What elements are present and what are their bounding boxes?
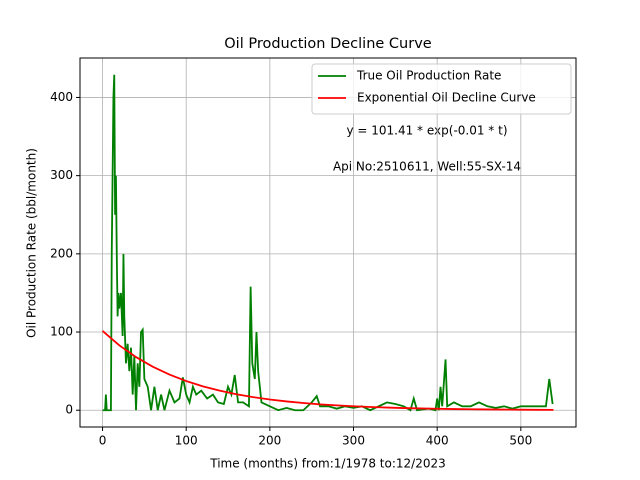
- plot-frame: [79, 57, 577, 428]
- legend-box: [311, 63, 572, 115]
- y-tick-label: 0: [65, 403, 73, 417]
- legend-label: True Oil Production Rate: [356, 69, 501, 83]
- y-axis-label: Oil Production Rate (bbl/month): [25, 148, 39, 338]
- x-axis-label: Time (months) from:1/1978 to:12/2023: [209, 457, 446, 471]
- legend-label: Exponential Oil Decline Curve: [357, 91, 536, 105]
- y-tick-label: 400: [50, 90, 73, 104]
- annotation: Api No:2510611, Well:55-SX-14: [333, 160, 521, 174]
- y-tick-label: 200: [50, 246, 73, 260]
- y-tick-label: 100: [50, 325, 73, 339]
- x-tick-label: 100: [175, 434, 198, 448]
- data-line: [101, 330, 554, 411]
- x-tick-label: 200: [258, 434, 281, 448]
- y-tick-label: 300: [50, 168, 73, 182]
- chart-title: Oil Production Decline Curve: [224, 36, 432, 52]
- annotation: y = 101.41 * exp(-0.01 * t): [346, 124, 507, 138]
- data-line: [102, 74, 554, 412]
- x-tick-label: 500: [509, 434, 532, 448]
- x-tick-label: 300: [342, 434, 365, 448]
- x-tick-label: 0: [99, 434, 107, 448]
- x-tick-label: 400: [426, 434, 449, 448]
